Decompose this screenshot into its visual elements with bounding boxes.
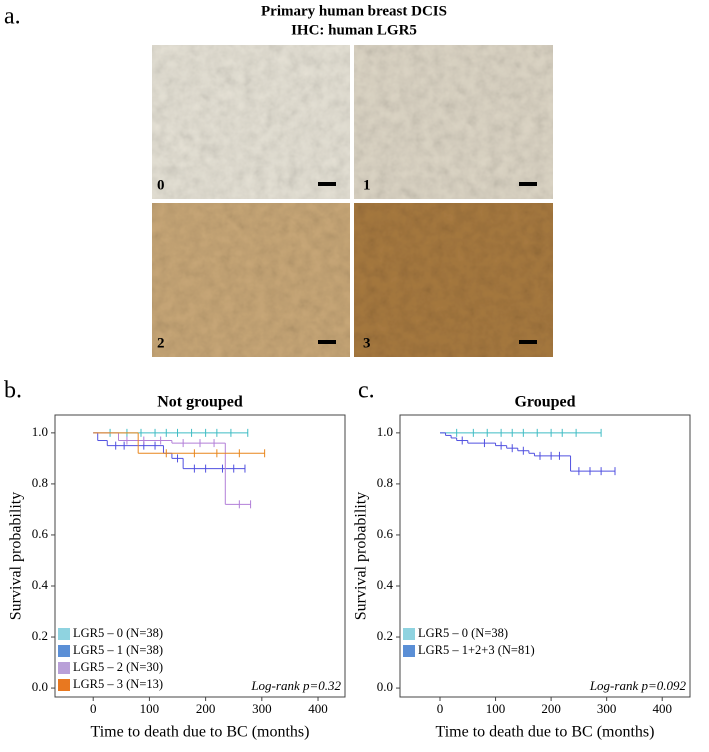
- y-tick-label: 0.0: [377, 679, 393, 694]
- x-tick-label: 200: [541, 701, 561, 716]
- x-tick-label: 300: [597, 701, 617, 716]
- legend-swatch: [58, 628, 70, 640]
- y-tick-label: 0.4: [32, 577, 49, 592]
- image-label: 0: [157, 177, 165, 193]
- x-tick-label: 0: [90, 701, 97, 716]
- x-axis-label: Time to death due to BC (months): [91, 724, 310, 741]
- y-axis-label: Survival probability: [8, 492, 25, 620]
- y-tick-label: 1.0: [32, 424, 48, 439]
- x-tick-label: 400: [308, 701, 328, 716]
- legend-label: LGR5 – 3 (N=13): [73, 677, 163, 691]
- chart-title: Grouped: [514, 394, 575, 411]
- legend-label: LGR5 – 0 (N=38): [73, 626, 163, 640]
- ihc-image: [354, 45, 553, 199]
- ihc-image: [152, 203, 350, 357]
- legend-swatch: [403, 628, 415, 640]
- scale-bar: [519, 182, 537, 186]
- y-axis-label: Survival probability: [353, 492, 370, 620]
- y-tick-label: 0.2: [377, 628, 393, 643]
- plot-frame: [54, 414, 346, 698]
- image-label: 1: [363, 177, 371, 193]
- x-tick-label: 200: [196, 701, 216, 716]
- legend-label: LGR5 – 1 (N=38): [73, 643, 163, 657]
- y-tick-label: 0.6: [32, 526, 49, 541]
- ihc-images: 0 1 2 3: [152, 45, 553, 357]
- y-tick-label: 0.6: [377, 526, 394, 541]
- scale-bar: [318, 340, 336, 344]
- legend-label: LGR5 – 0 (N=38): [418, 626, 508, 640]
- panel-label: c.: [358, 378, 375, 404]
- panel-label: b.: [4, 378, 22, 404]
- x-tick-label: 400: [652, 701, 672, 716]
- y-tick-label: 0.8: [32, 475, 48, 490]
- image-label: 3: [363, 335, 371, 351]
- ihc-image: [354, 203, 553, 357]
- legend-swatch: [58, 662, 70, 674]
- ihc-image: [152, 45, 350, 199]
- y-tick-label: 0.8: [377, 475, 393, 490]
- x-tick-label: 300: [252, 701, 272, 716]
- legend-swatch: [58, 679, 70, 691]
- x-tick-label: 100: [486, 701, 506, 716]
- annotation: Log-rank p=0.092: [589, 678, 687, 693]
- plot-frame: [399, 414, 691, 698]
- legend-swatch: [58, 645, 70, 657]
- x-tick-label: 100: [140, 701, 160, 716]
- panel-title: Primary human breast DCIS: [261, 3, 447, 19]
- scale-bar: [519, 340, 537, 344]
- legend-swatch: [403, 645, 415, 657]
- y-tick-label: 0.4: [377, 577, 394, 592]
- panel-title: IHC: human LGR5: [291, 22, 417, 38]
- scale-bar: [318, 182, 336, 186]
- legend-label: LGR5 – 2 (N=30): [73, 660, 163, 674]
- annotation: Log-rank p=0.32: [250, 678, 341, 693]
- legend-label: LGR5 – 1+2+3 (N=81): [418, 643, 535, 657]
- y-tick-label: 0.0: [32, 679, 48, 694]
- x-axis-label: Time to death due to BC (months): [436, 724, 655, 741]
- image-label: 2: [157, 335, 165, 351]
- y-tick-label: 0.2: [32, 628, 48, 643]
- y-tick-label: 1.0: [377, 424, 393, 439]
- chart-title: Not grouped: [157, 394, 243, 411]
- x-tick-label: 0: [437, 701, 444, 716]
- panel-label: a.: [4, 4, 21, 30]
